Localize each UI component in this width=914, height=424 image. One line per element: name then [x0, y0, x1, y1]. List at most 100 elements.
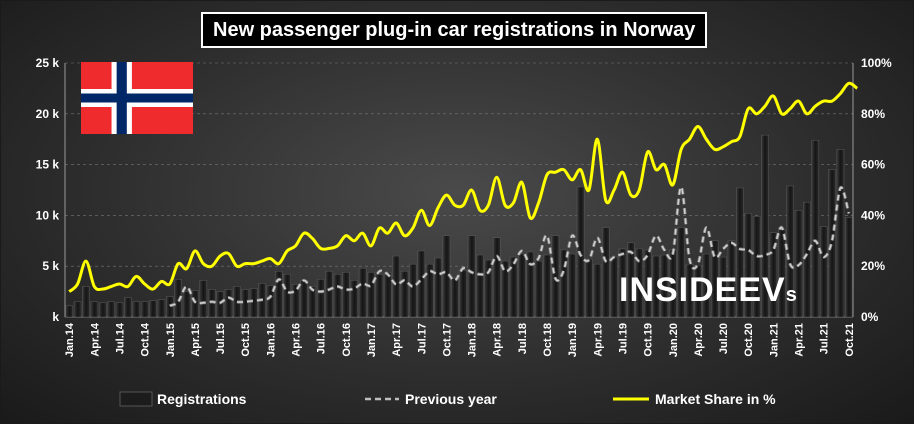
x-tick-label: Jul.20: [718, 323, 730, 354]
bar: [601, 227, 610, 318]
x-tick-label: Oct.20: [743, 323, 755, 357]
bar: [761, 134, 769, 318]
bar: [719, 256, 727, 318]
bar: [534, 260, 543, 318]
bar: [165, 296, 174, 318]
bar: [526, 251, 535, 318]
bar: [752, 216, 761, 318]
bar: [492, 237, 501, 318]
bar: [82, 286, 90, 318]
legend-item-market-share: Market Share in %: [611, 389, 776, 409]
bar: [518, 253, 526, 318]
bar: [660, 254, 669, 318]
bar: [333, 274, 342, 318]
x-tick-label: Jan.21: [768, 323, 780, 357]
bar: [710, 240, 719, 318]
bar: [124, 297, 132, 318]
legend-label-previous-year: Previous year: [405, 391, 497, 407]
market-share-swatch-icon: [613, 397, 649, 401]
x-tick-label: Oct.16: [341, 323, 353, 357]
bar: [844, 217, 853, 318]
x-tick-label: Jul.16: [316, 323, 328, 354]
market-share-series: [68, 81, 859, 293]
x-tick-label: Jan.18: [467, 323, 479, 357]
bar: [90, 301, 99, 318]
bar: [149, 300, 157, 318]
bar: [459, 270, 468, 318]
y-right-tick-label: 40%: [861, 208, 885, 222]
bar: [140, 301, 149, 318]
y-left-tick-label: 15 k: [36, 158, 60, 172]
bar: [341, 272, 350, 318]
bar: [425, 263, 434, 318]
brand-suffix: s: [785, 284, 798, 306]
bar: [316, 279, 325, 318]
bar: [274, 271, 283, 318]
bar: [836, 149, 845, 318]
bar: [157, 299, 166, 318]
bar: [627, 242, 635, 318]
x-tick-label: Apr.19: [592, 323, 604, 357]
previous-year-line: [169, 186, 850, 307]
bar: [803, 201, 811, 318]
bar: [652, 255, 660, 318]
legend-label-market-share: Market Share in %: [655, 391, 776, 407]
bar: [73, 301, 82, 318]
bar: [283, 274, 291, 318]
x-axis-ticks: Jan.14 Apr.14 Jul.14 Oct.14 Jan.15 Apr.15 Jul.…: [64, 322, 856, 357]
y-right-tick-label: 0%: [861, 310, 879, 324]
y-right-tick-label: 100%: [861, 56, 892, 70]
bar: [182, 291, 191, 318]
bar: [543, 254, 551, 318]
x-tick-label: Apr.14: [89, 322, 101, 357]
x-tick-label: Apr.21: [794, 323, 806, 357]
bar: [266, 285, 275, 318]
bar: [501, 260, 509, 318]
x-tick-label: Jul.19: [617, 323, 629, 354]
x-tick-label: Jul.18: [517, 323, 529, 354]
bar: [132, 301, 141, 318]
bar: [618, 248, 627, 318]
bar: [702, 253, 711, 318]
bar: [383, 272, 392, 318]
bar: [593, 263, 602, 318]
bar: [199, 280, 208, 318]
y-left-tick-label: 20 k: [36, 107, 60, 121]
bar: [375, 274, 384, 318]
bar: [224, 289, 233, 318]
bar: [585, 258, 593, 318]
legend-label-registrations: Registrations: [157, 391, 247, 407]
market-share-line: [68, 81, 859, 293]
bar: [98, 302, 107, 318]
x-tick-label: Apr.18: [492, 323, 504, 357]
x-tick-label: Oct.15: [240, 323, 252, 357]
bar: [467, 235, 476, 318]
x-tick-label: Oct.17: [441, 323, 453, 357]
bar: [568, 253, 577, 318]
y-right-tick-label: 60%: [861, 158, 885, 172]
bar: [367, 272, 375, 318]
bar: [484, 259, 493, 318]
insideevs-logo: INSIDEEVs: [619, 271, 798, 315]
previous-year-swatch-icon: [365, 397, 399, 401]
x-tick-label: Jul.15: [215, 323, 227, 354]
bar: [350, 280, 359, 318]
legend-item-previous-year: Previous year: [363, 389, 497, 409]
bar: [509, 256, 518, 318]
bar: [635, 248, 644, 318]
bar: [409, 263, 417, 318]
bar: [291, 284, 300, 318]
x-tick-label: Oct.14: [140, 322, 152, 357]
bar: [300, 280, 308, 318]
y-left-tick-label: 25 k: [36, 56, 60, 70]
x-tick-label: Jan.19: [567, 323, 579, 357]
left-axis-ticks: k 5 k 10 k 15 k 20 k 25 k: [36, 56, 60, 324]
bar: [769, 232, 778, 318]
bar: [358, 267, 367, 318]
x-tick-label: Apr.16: [291, 323, 303, 357]
bar: [434, 257, 442, 318]
brand-text: INSIDEEV: [619, 271, 786, 309]
legend-item-registrations: Registrations: [119, 389, 246, 409]
